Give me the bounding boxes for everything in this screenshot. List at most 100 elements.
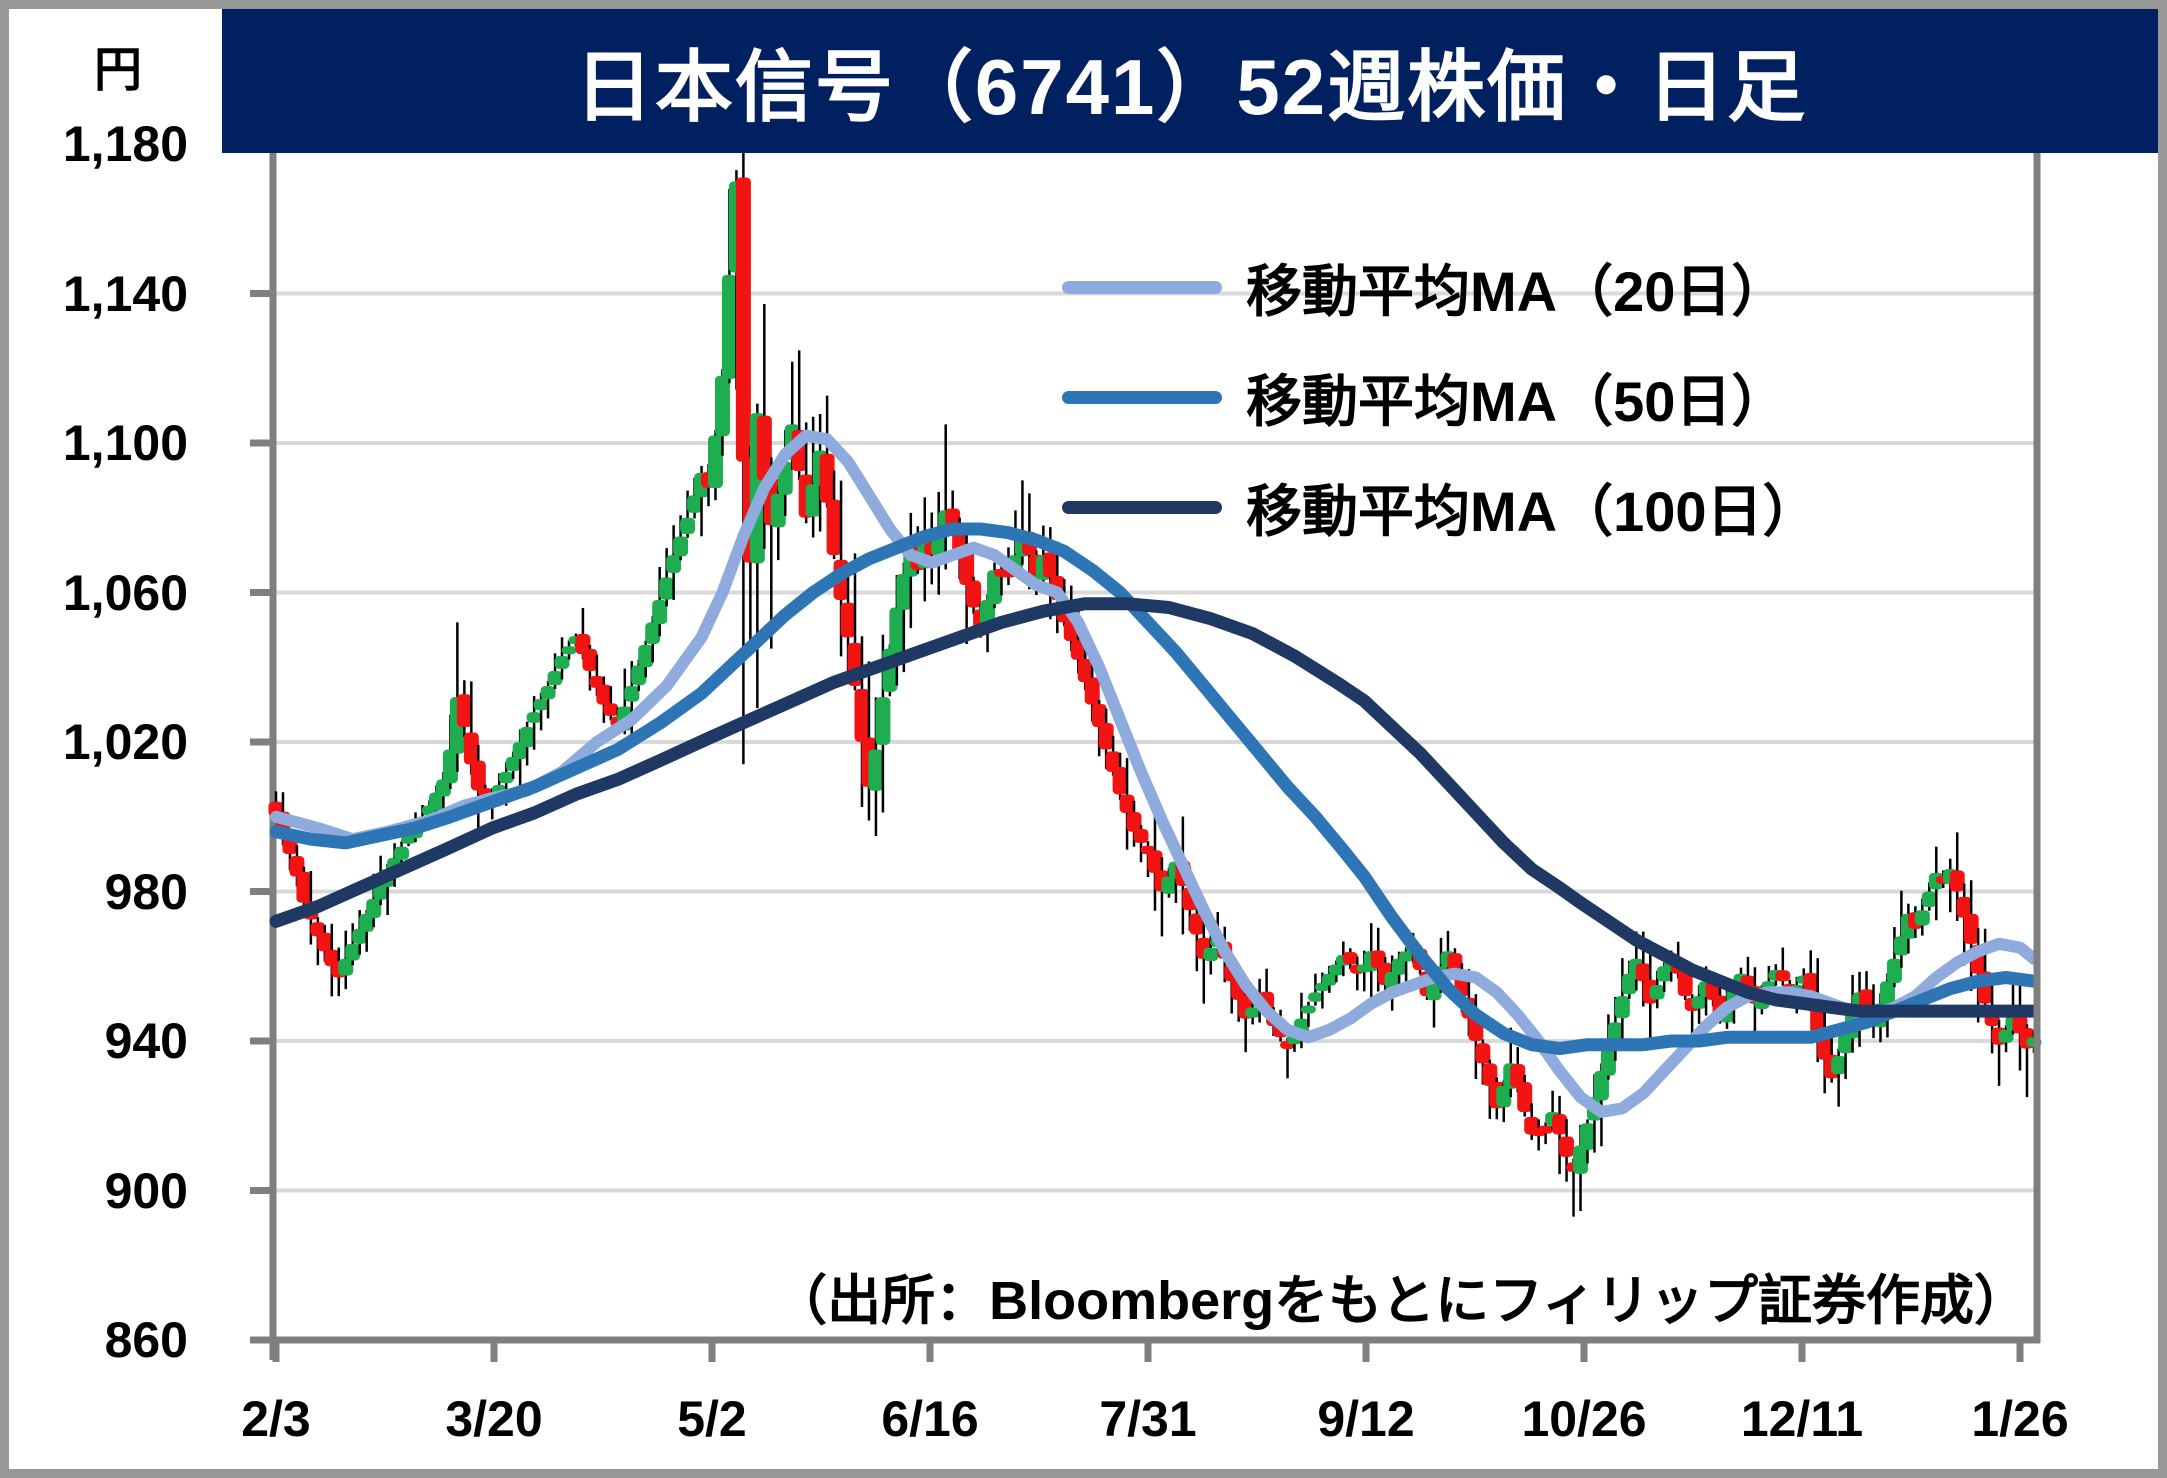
- y-axis-label: 1,180: [62, 116, 188, 172]
- candle-body: [1328, 964, 1344, 976]
- candle-body: [394, 846, 410, 860]
- legend-item: 移動平均MA（20日）: [1062, 232, 1819, 342]
- candle-body: [756, 415, 772, 481]
- candle-body: [1384, 971, 1400, 989]
- x-axis-label: 9/12: [1317, 1391, 1415, 1447]
- candle-body: [1307, 992, 1323, 1002]
- x-axis-label: 2/3: [241, 1391, 311, 1447]
- candle-body: [1084, 677, 1100, 705]
- candle-body: [875, 697, 891, 745]
- candle-body: [1579, 1123, 1595, 1150]
- legend-label: 移動平均MA（20日）: [1246, 259, 1788, 323]
- y-axis-label: 940: [104, 1013, 188, 1069]
- candle-body: [428, 792, 444, 811]
- candle-body: [1552, 1114, 1568, 1135]
- candle-body: [352, 928, 368, 944]
- candle-body: [435, 779, 451, 797]
- x-axis-label: 12/11: [1740, 1391, 1864, 1447]
- candle-body: [1475, 1043, 1491, 1064]
- legend-line-swatch: [1062, 390, 1222, 404]
- candle-body: [1691, 996, 1707, 1009]
- candle-body: [819, 453, 835, 503]
- ma-line-ma100: [269, 597, 2041, 1018]
- candle-body: [1321, 973, 1337, 986]
- candle-body: [498, 771, 514, 784]
- candle-body: [735, 177, 751, 462]
- chart-title-bar: 日本信号（6741）52週株価・日足: [222, 9, 2160, 153]
- candle-body: [966, 580, 982, 608]
- candle-body: [345, 943, 361, 961]
- candle-body: [638, 644, 654, 668]
- legend-line-swatch: [1062, 280, 1222, 294]
- candle-body: [1105, 751, 1121, 772]
- y-axis-label: 1,060: [62, 564, 188, 621]
- candle-body: [526, 712, 542, 723]
- candle-body: [1963, 913, 1979, 944]
- candle-body: [470, 760, 486, 791]
- candle-body: [1600, 1048, 1616, 1076]
- candle-body: [463, 732, 479, 765]
- source-note: （出所：Bloombergをもとにフィリップ証券作成）: [773, 1271, 2028, 1331]
- candle-body: [310, 922, 326, 937]
- candle-body: [359, 913, 375, 932]
- candle-body: [1831, 1055, 1847, 1075]
- candle-body: [1956, 896, 1972, 918]
- candle-body: [945, 508, 961, 526]
- y-axis-label: 1,020: [62, 714, 188, 770]
- candle-body: [1998, 1029, 2014, 1043]
- candle-body: [1070, 640, 1086, 660]
- candle-body: [366, 898, 382, 919]
- candle-body: [1398, 951, 1414, 962]
- y-axis-label: 900: [104, 1162, 188, 1219]
- candle-body: [561, 646, 577, 655]
- candle-body: [1775, 970, 1791, 982]
- candle-body: [1517, 1082, 1533, 1113]
- candle-body: [442, 749, 458, 784]
- candle-body: [987, 570, 1003, 605]
- candle-body: [1391, 958, 1407, 975]
- legend-label: 移動平均MA（100日）: [1246, 479, 1819, 543]
- candle-body: [1838, 1033, 1854, 1054]
- candle-body: [582, 648, 598, 671]
- candle-body: [289, 856, 305, 877]
- candle-body: [840, 602, 856, 638]
- candle-body: [1635, 963, 1651, 982]
- candle-body: [680, 517, 696, 535]
- candle-body: [673, 536, 689, 557]
- x-axis-label: 3/20: [445, 1391, 543, 1447]
- candle-body: [603, 703, 619, 716]
- candle-body: [1538, 1125, 1554, 1134]
- candle-body: [666, 555, 682, 573]
- candle-body: [826, 499, 842, 556]
- candle-body: [645, 622, 661, 645]
- y-axis-label: 980: [104, 863, 188, 920]
- y-axis-label: 860: [104, 1312, 188, 1368]
- candle-body: [714, 375, 730, 437]
- candle-body: [547, 670, 563, 686]
- candle-body: [805, 484, 821, 517]
- x-axis-label: 5/2: [677, 1391, 747, 1447]
- candle-body: [868, 749, 884, 791]
- y-axis-label: 1,100: [62, 415, 188, 471]
- candle-body: [1559, 1136, 1575, 1157]
- y-axis-unit-label: 円: [93, 44, 142, 97]
- candle-body: [1614, 996, 1630, 1019]
- candle-body: [1342, 952, 1358, 965]
- legend-item: 移動平均MA（50日）: [1062, 342, 1819, 452]
- candle-body: [1573, 1145, 1589, 1174]
- candle-body: [1189, 913, 1205, 935]
- candle-body: [1593, 1070, 1609, 1101]
- candle-body: [1245, 1007, 1261, 1018]
- candle-body: [1300, 1005, 1316, 1014]
- candle-body: [505, 756, 521, 771]
- x-axis-label: 7/31: [1099, 1391, 1197, 1447]
- candle-body: [1119, 794, 1135, 814]
- candle-body: [631, 665, 647, 686]
- candle-body: [1649, 984, 1665, 1000]
- y-axis-label: 1,140: [62, 265, 188, 322]
- candle-body: [1879, 981, 1895, 1007]
- candle-body: [1886, 958, 1902, 984]
- candle-body: [554, 656, 570, 669]
- candle-body: [373, 884, 389, 900]
- candle-body: [959, 550, 975, 586]
